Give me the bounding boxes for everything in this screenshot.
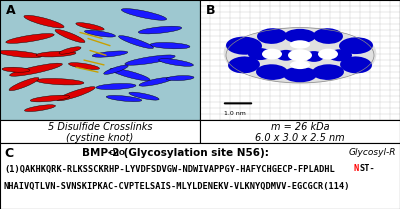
Text: (cystine knot): (cystine knot): [66, 133, 134, 143]
Ellipse shape: [230, 30, 370, 80]
Ellipse shape: [125, 55, 175, 65]
Ellipse shape: [36, 51, 76, 57]
Ellipse shape: [283, 67, 317, 82]
Ellipse shape: [166, 76, 194, 81]
Ellipse shape: [121, 9, 167, 20]
Ellipse shape: [129, 92, 159, 100]
Ellipse shape: [336, 39, 376, 74]
Text: (1)QAKHKQRK-RLKSSCKRHP-LYVDFSDVGW-NDWIVAPPGY-HAFYCHGECP-FPLADHL: (1)QAKHKQRK-RLKSSCKRHP-LYVDFSDVGW-NDWIVA…: [4, 164, 335, 173]
Ellipse shape: [150, 42, 190, 49]
Text: ST-: ST-: [359, 164, 375, 173]
Ellipse shape: [290, 40, 310, 49]
Ellipse shape: [328, 49, 352, 61]
Text: N: N: [354, 164, 359, 173]
Ellipse shape: [30, 95, 70, 102]
Text: Glycosyl-R: Glycosyl-R: [348, 148, 396, 157]
Ellipse shape: [240, 31, 300, 77]
Text: m = 26 kDa: m = 26 kDa: [271, 122, 329, 132]
Ellipse shape: [304, 51, 324, 62]
Ellipse shape: [340, 56, 372, 73]
Ellipse shape: [257, 28, 287, 44]
Ellipse shape: [24, 105, 56, 112]
Text: CHO: CHO: [109, 150, 126, 156]
Ellipse shape: [118, 36, 154, 48]
Ellipse shape: [106, 96, 142, 102]
Ellipse shape: [245, 54, 355, 84]
Ellipse shape: [300, 34, 360, 79]
Text: 6.0 x 3.0 x 2.5 nm: 6.0 x 3.0 x 2.5 nm: [255, 133, 345, 143]
Ellipse shape: [92, 51, 128, 57]
Ellipse shape: [158, 59, 194, 66]
Ellipse shape: [55, 29, 85, 43]
Ellipse shape: [139, 77, 173, 86]
Text: NHAIVQTLVN-SVNSKIPKAC-CVPTELSAIS-MLYLDENEKV-VLKNYQDMVV-EGCGCR(114): NHAIVQTLVN-SVNSKIPKAC-CVPTELSAIS-MLYLDEN…: [4, 182, 350, 191]
Ellipse shape: [6, 33, 54, 43]
Ellipse shape: [318, 49, 338, 60]
Text: B: B: [206, 4, 216, 17]
Ellipse shape: [312, 64, 344, 80]
Ellipse shape: [104, 65, 128, 74]
Ellipse shape: [248, 48, 272, 60]
Ellipse shape: [24, 15, 64, 28]
Ellipse shape: [36, 78, 84, 85]
Ellipse shape: [96, 83, 136, 90]
Ellipse shape: [84, 30, 116, 37]
Ellipse shape: [2, 67, 30, 72]
Ellipse shape: [0, 50, 42, 58]
Ellipse shape: [276, 50, 296, 61]
Text: BMP-2: BMP-2: [82, 148, 119, 158]
Text: (Glycosylation site N56):: (Glycosylation site N56):: [120, 148, 269, 158]
Text: 5 Disulfide Crosslinks: 5 Disulfide Crosslinks: [48, 122, 152, 132]
Text: A: A: [6, 4, 16, 17]
Ellipse shape: [110, 68, 150, 81]
Text: C: C: [4, 147, 13, 160]
Ellipse shape: [9, 78, 39, 91]
Ellipse shape: [256, 64, 288, 80]
Ellipse shape: [313, 28, 343, 44]
Ellipse shape: [290, 61, 310, 69]
Ellipse shape: [59, 47, 81, 54]
Ellipse shape: [10, 63, 62, 76]
Ellipse shape: [228, 56, 260, 73]
Ellipse shape: [245, 27, 355, 57]
Ellipse shape: [262, 49, 282, 60]
Ellipse shape: [57, 87, 95, 101]
Ellipse shape: [226, 37, 262, 55]
Ellipse shape: [284, 29, 316, 43]
Text: 1.0 nm: 1.0 nm: [224, 111, 246, 116]
Ellipse shape: [76, 23, 104, 30]
Ellipse shape: [68, 63, 100, 70]
Ellipse shape: [288, 49, 312, 61]
Ellipse shape: [224, 37, 264, 73]
Ellipse shape: [138, 26, 182, 34]
Ellipse shape: [339, 37, 373, 54]
